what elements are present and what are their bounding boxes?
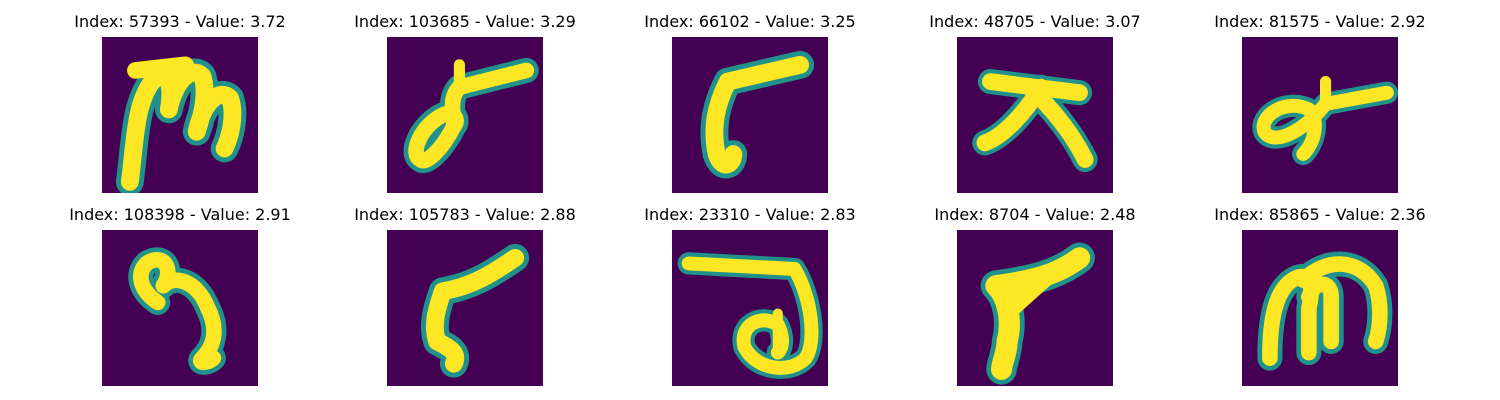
cross-shape-image <box>957 37 1113 193</box>
curl-shape-image <box>102 230 258 386</box>
wedge-stroke-image <box>957 230 1113 386</box>
panel-6: Index: 108398 - Value: 2.91 <box>30 203 330 393</box>
panel-title: Index: 8704 - Value: 2.48 <box>934 205 1136 224</box>
panel-7: Index: 105783 - Value: 2.88 <box>315 203 615 393</box>
panel-8: Index: 23310 - Value: 2.83 <box>600 203 900 393</box>
m-shape-image <box>1242 230 1398 386</box>
panel-3: Index: 66102 - Value: 3.25 <box>600 10 900 200</box>
panel-9: Index: 8704 - Value: 2.48 <box>885 203 1185 393</box>
bar-with-loop-image <box>672 230 828 386</box>
panel-title: Index: 81575 - Value: 2.92 <box>1214 12 1426 31</box>
bent-stroke-image <box>672 37 828 193</box>
panel-title: Index: 66102 - Value: 3.25 <box>644 12 856 31</box>
panel-title: Index: 85865 - Value: 2.36 <box>1214 205 1426 224</box>
m-shape-image <box>102 37 258 193</box>
bent-stroke-image <box>387 230 543 386</box>
panel-title: Index: 23310 - Value: 2.83 <box>644 205 856 224</box>
panel-5: Index: 81575 - Value: 2.92 <box>1170 10 1470 200</box>
loop-with-bar-image <box>1242 37 1398 193</box>
panel-title: Index: 103685 - Value: 3.29 <box>354 12 576 31</box>
panel-title: Index: 48705 - Value: 3.07 <box>929 12 1141 31</box>
panel-1: Index: 57393 - Value: 3.72 <box>30 10 330 200</box>
loop-with-bar-image <box>387 37 543 193</box>
panel-2: Index: 103685 - Value: 3.29 <box>315 10 615 200</box>
panel-title: Index: 57393 - Value: 3.72 <box>74 12 286 31</box>
panel-title: Index: 105783 - Value: 2.88 <box>354 205 576 224</box>
panel-4: Index: 48705 - Value: 3.07 <box>885 10 1185 200</box>
panel-title: Index: 108398 - Value: 2.91 <box>69 205 291 224</box>
panel-10: Index: 85865 - Value: 2.36 <box>1170 203 1470 393</box>
